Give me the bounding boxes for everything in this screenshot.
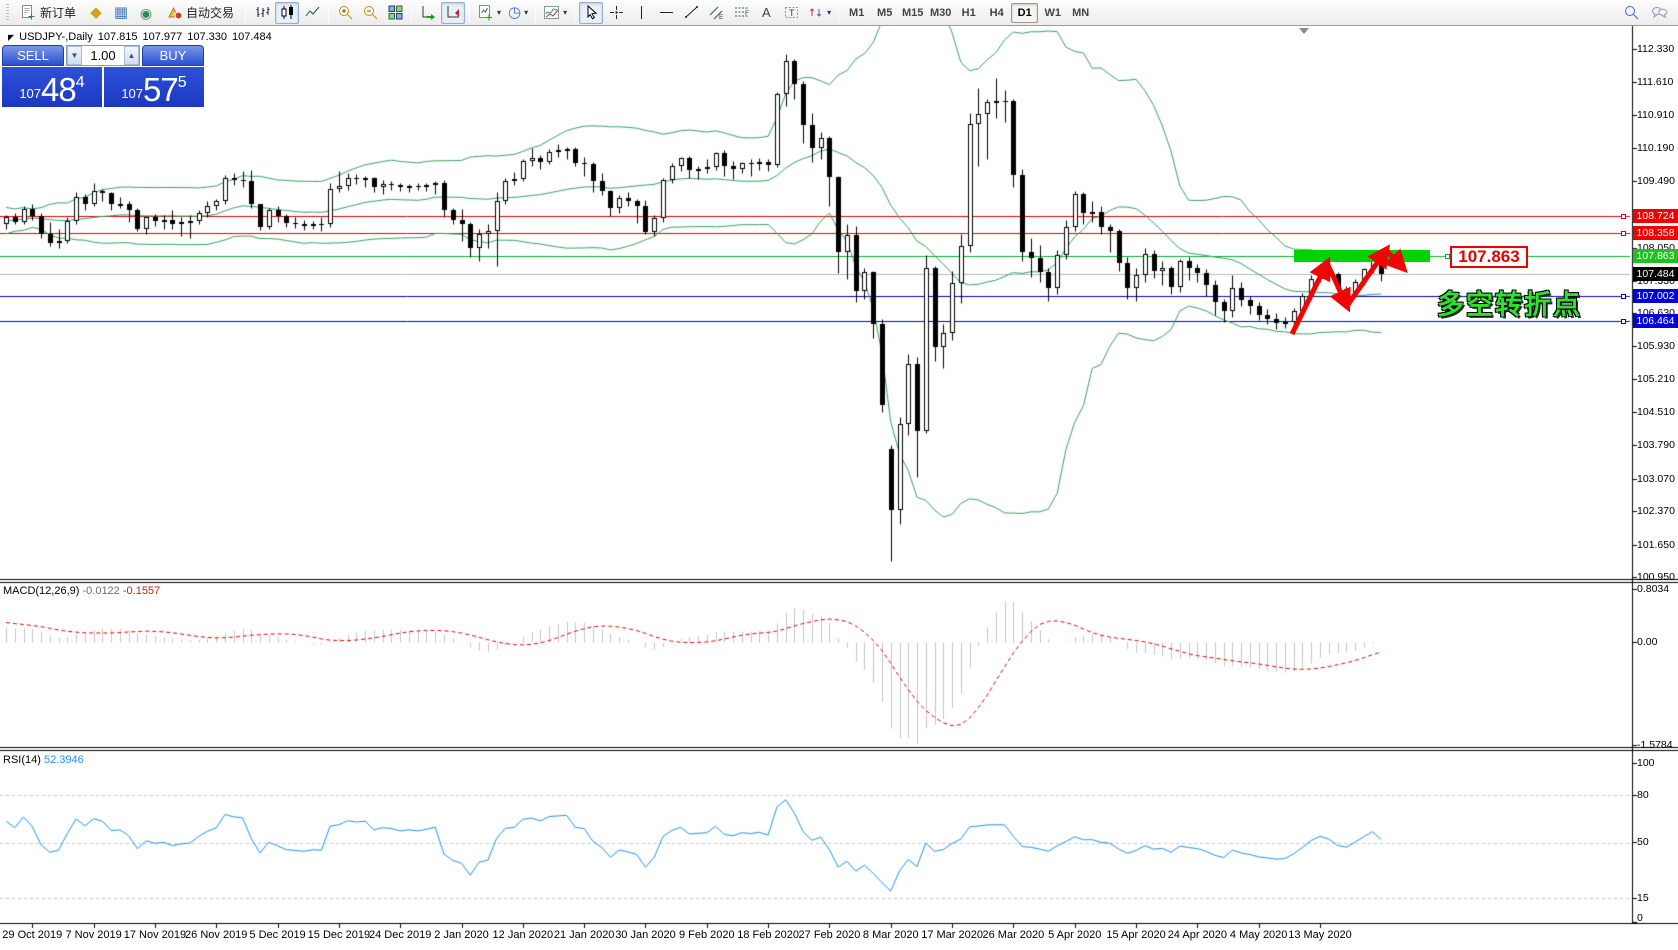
buy-price-prefix: 107 bbox=[121, 86, 144, 101]
ohlc-close: 107.484 bbox=[232, 31, 272, 43]
buy-price-pip: 5 bbox=[177, 74, 187, 91]
ohlc-open: 107.815 bbox=[97, 31, 138, 43]
chart-shift-marker bbox=[1299, 28, 1309, 34]
sell-price-prefix: 107 bbox=[19, 86, 42, 101]
volume-stepper: ▼ ▲ bbox=[66, 45, 140, 66]
volume-input[interactable] bbox=[82, 46, 124, 65]
sell-price-pip: 4 bbox=[75, 74, 85, 91]
ohlc-high: 107.977 bbox=[142, 31, 183, 43]
symbol-period-label: USDJPY-,Daily bbox=[19, 31, 93, 43]
macd-indicator-label: MACD(12,26,9) -0.0122 -0.1557 bbox=[3, 585, 161, 597]
collapse-arrow-icon[interactable]: ◤ bbox=[8, 32, 15, 42]
volume-decrease-button[interactable]: ▼ bbox=[67, 46, 82, 65]
volume-increase-button[interactable]: ▲ bbox=[124, 46, 139, 65]
sell-price-big: 48 bbox=[41, 70, 77, 108]
sell-button[interactable]: SELL bbox=[2, 45, 64, 66]
rsi-indicator-label: RSI(14) 52.3946 bbox=[3, 754, 84, 766]
buy-button[interactable]: BUY bbox=[142, 45, 204, 66]
resistance-zone-box[interactable] bbox=[1294, 250, 1430, 262]
sell-price-panel[interactable]: 107 48 4 bbox=[2, 67, 102, 107]
ohlc-low: 107.330 bbox=[187, 31, 228, 43]
price-callout-label[interactable]: 107.863 bbox=[1450, 246, 1528, 268]
buy-price-panel[interactable]: 107 57 5 bbox=[104, 67, 204, 107]
annotation-text[interactable]: 多空转折点 bbox=[1437, 290, 1582, 320]
buy-price-big: 57 bbox=[143, 70, 179, 108]
chart-title: ◤ USDJPY-,Daily 107.815 107.977 107.330 … bbox=[8, 31, 272, 43]
